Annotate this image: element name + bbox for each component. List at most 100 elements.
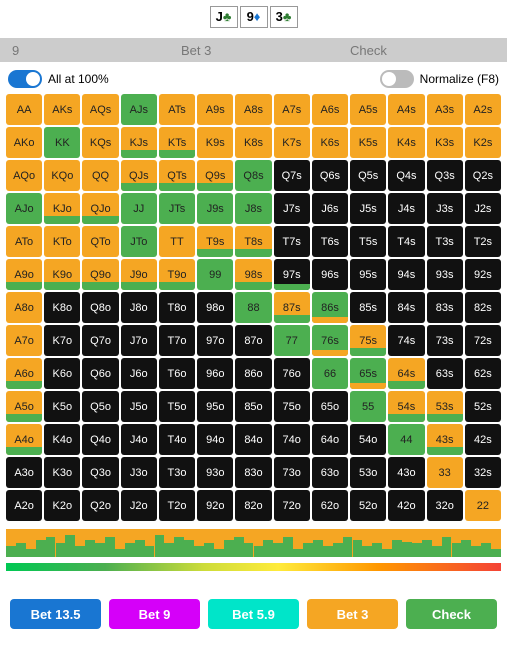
range-cell[interactable]: J2s [465,193,501,224]
range-cell[interactable]: K3o [44,457,80,488]
range-cell[interactable]: 97o [197,325,233,356]
range-cell[interactable]: JJ [121,193,157,224]
range-cell[interactable]: 95s [350,259,386,290]
range-cell[interactable]: 93s [427,259,463,290]
range-cell[interactable]: Q9s [197,160,233,191]
range-cell[interactable]: T5s [350,226,386,257]
range-cell[interactable]: KQs [82,127,118,158]
range-cell[interactable]: A3s [427,94,463,125]
range-cell[interactable]: QTs [159,160,195,191]
range-cell[interactable]: K8s [235,127,271,158]
range-cell[interactable]: 43o [388,457,424,488]
range-cell[interactable]: KTs [159,127,195,158]
range-cell[interactable]: A4s [388,94,424,125]
range-cell[interactable]: A7s [274,94,310,125]
range-cell[interactable]: 94o [197,424,233,455]
range-cell[interactable]: KJo [44,193,80,224]
range-cell[interactable]: QQ [82,160,118,191]
action-button[interactable]: Bet 3 [307,599,398,629]
range-cell[interactable]: 95o [197,391,233,422]
range-cell[interactable]: 65o [312,391,348,422]
range-cell[interactable]: 82o [235,490,271,521]
range-cell[interactable]: Q2s [465,160,501,191]
tab[interactable]: 9 [0,38,169,62]
range-cell[interactable]: 97s [274,259,310,290]
action-button[interactable]: Check [406,599,497,629]
range-cell[interactable]: A8s [235,94,271,125]
range-cell[interactable]: Q6o [82,358,118,389]
range-cell[interactable]: 86s [312,292,348,323]
range-cell[interactable]: 75s [350,325,386,356]
range-cell[interactable]: A5o [6,391,42,422]
range-cell[interactable]: A6s [312,94,348,125]
range-cell[interactable]: T7o [159,325,195,356]
range-cell[interactable]: 64s [388,358,424,389]
range-cell[interactable]: 87s [274,292,310,323]
range-cell[interactable]: J9s [197,193,233,224]
range-cell[interactable]: J7s [274,193,310,224]
range-cell[interactable]: Q5s [350,160,386,191]
range-cell[interactable]: 42o [388,490,424,521]
range-cell[interactable]: J7o [121,325,157,356]
range-cell[interactable]: K9o [44,259,80,290]
range-cell[interactable]: A3o [6,457,42,488]
range-cell[interactable]: T7s [274,226,310,257]
range-cell[interactable]: 85s [350,292,386,323]
range-cell[interactable]: J5s [350,193,386,224]
range-cell[interactable]: 98s [235,259,271,290]
range-cell[interactable]: Q6s [312,160,348,191]
range-cell[interactable]: A9s [197,94,233,125]
range-cell[interactable]: K6s [312,127,348,158]
action-button[interactable]: Bet 5.9 [208,599,299,629]
normalize-toggle[interactable] [380,70,414,88]
range-cell[interactable]: QTo [82,226,118,257]
range-cell[interactable]: 72o [274,490,310,521]
range-cell[interactable]: T2s [465,226,501,257]
range-cell[interactable]: T3s [427,226,463,257]
range-cell[interactable]: T2o [159,490,195,521]
range-cell[interactable]: 22 [465,490,501,521]
range-cell[interactable]: Q8s [235,160,271,191]
range-cell[interactable]: T8s [235,226,271,257]
range-cell[interactable]: 92o [197,490,233,521]
range-cell[interactable]: A8o [6,292,42,323]
range-cell[interactable]: T8o [159,292,195,323]
range-cell[interactable]: 77 [274,325,310,356]
range-cell[interactable]: A5s [350,94,386,125]
range-cell[interactable]: 83s [427,292,463,323]
range-cell[interactable]: 99 [197,259,233,290]
range-cell[interactable]: 75o [274,391,310,422]
range-cell[interactable]: 52o [350,490,386,521]
range-cell[interactable]: K2s [465,127,501,158]
range-cell[interactable]: 63o [312,457,348,488]
range-cell[interactable]: Q2o [82,490,118,521]
range-cell[interactable]: 72s [465,325,501,356]
range-cell[interactable]: 74s [388,325,424,356]
range-cell[interactable]: AQs [82,94,118,125]
range-cell[interactable]: Q5o [82,391,118,422]
range-cell[interactable]: K5s [350,127,386,158]
range-cell[interactable]: 43s [427,424,463,455]
range-cell[interactable]: T4o [159,424,195,455]
range-cell[interactable]: 94s [388,259,424,290]
range-cell[interactable]: 52s [465,391,501,422]
range-cell[interactable]: 42s [465,424,501,455]
range-cell[interactable]: AKo [6,127,42,158]
range-cell[interactable]: 92s [465,259,501,290]
range-cell[interactable]: K5o [44,391,80,422]
range-cell[interactable]: K2o [44,490,80,521]
range-cell[interactable]: 85o [235,391,271,422]
action-button[interactable]: Bet 9 [109,599,200,629]
range-cell[interactable]: 87o [235,325,271,356]
range-cell[interactable]: 73o [274,457,310,488]
range-cell[interactable]: 33 [427,457,463,488]
range-cell[interactable]: 55 [350,391,386,422]
range-cell[interactable]: 54s [388,391,424,422]
range-cell[interactable]: Q7o [82,325,118,356]
range-cell[interactable]: J4s [388,193,424,224]
range-cell[interactable]: T6o [159,358,195,389]
range-cell[interactable]: AJo [6,193,42,224]
range-cell[interactable]: 32o [427,490,463,521]
range-cell[interactable]: Q4s [388,160,424,191]
range-cell[interactable]: Q9o [82,259,118,290]
